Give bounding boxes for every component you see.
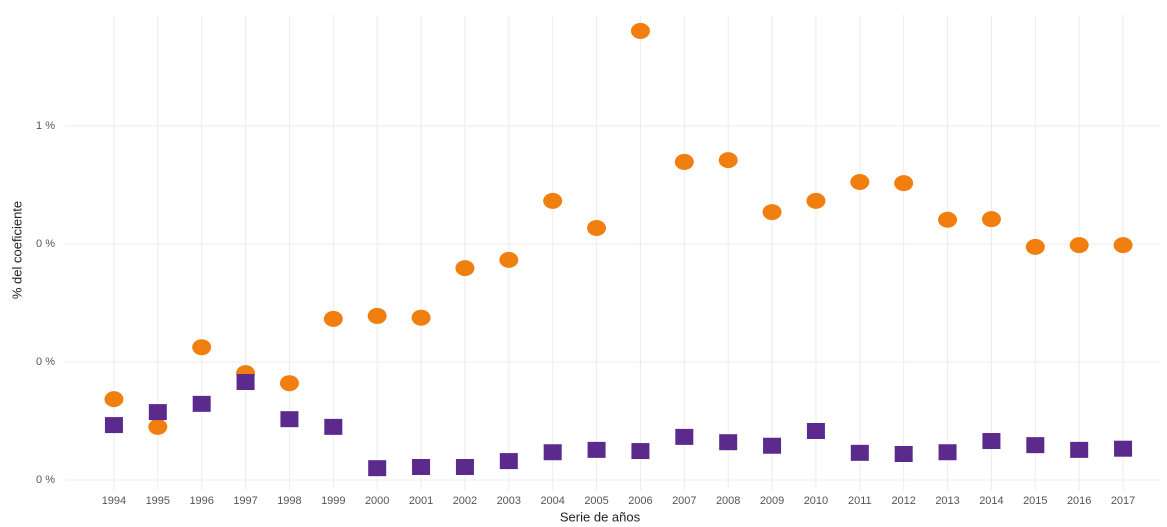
circle-marker bbox=[455, 260, 475, 277]
x-tick-label: 2013 bbox=[935, 495, 959, 507]
x-tick-label: 2017 bbox=[1111, 495, 1135, 507]
square-marker bbox=[192, 395, 211, 412]
circle-marker bbox=[674, 153, 694, 170]
square-marker bbox=[850, 444, 869, 461]
square-marker bbox=[236, 374, 255, 391]
x-tick-label: 2002 bbox=[453, 495, 477, 507]
square-marker bbox=[982, 433, 1001, 450]
square-marker bbox=[1114, 440, 1133, 457]
square-marker bbox=[104, 417, 123, 434]
square-marker bbox=[938, 444, 957, 461]
circle-marker bbox=[630, 22, 650, 39]
square-marker bbox=[455, 458, 474, 475]
circle-marker bbox=[192, 339, 212, 356]
square-marker bbox=[368, 460, 387, 477]
square-marker bbox=[587, 441, 606, 458]
x-tick-label: 1997 bbox=[233, 495, 257, 507]
x-tick-label: 2004 bbox=[540, 495, 564, 507]
x-tick-label: 2008 bbox=[716, 495, 740, 507]
circle-marker bbox=[894, 175, 914, 192]
circle-marker bbox=[1025, 238, 1045, 255]
circle-marker bbox=[148, 418, 168, 435]
x-tick-label: 2011 bbox=[848, 495, 872, 507]
circle-marker bbox=[981, 211, 1001, 228]
x-tick-label: 1996 bbox=[189, 495, 213, 507]
circle-marker bbox=[1113, 237, 1133, 254]
x-tick-label: 2012 bbox=[891, 495, 915, 507]
circle-marker bbox=[762, 204, 782, 221]
x-tick-label: 2016 bbox=[1067, 495, 1091, 507]
circle-marker bbox=[938, 211, 958, 228]
x-tick-label: 2007 bbox=[672, 495, 696, 507]
x-tick-label: 1995 bbox=[146, 495, 170, 507]
circle-marker bbox=[104, 391, 124, 408]
square-marker bbox=[324, 418, 343, 435]
x-tick-label: 1999 bbox=[321, 495, 345, 507]
circle-marker bbox=[1069, 237, 1089, 254]
x-tick-label: 2000 bbox=[365, 495, 389, 507]
y-tick-label: 0 % bbox=[36, 356, 55, 368]
x-tick-label: 2010 bbox=[804, 495, 828, 507]
circle-marker bbox=[279, 375, 299, 392]
x-tick-label: 1994 bbox=[102, 495, 126, 507]
square-marker bbox=[763, 437, 782, 454]
x-tick-label: 1998 bbox=[277, 495, 301, 507]
x-axis-label: Serie de años bbox=[560, 509, 641, 524]
square-marker bbox=[894, 446, 913, 463]
x-tick-label: 2001 bbox=[409, 495, 433, 507]
circle-marker bbox=[499, 251, 519, 268]
x-tick-label: 2003 bbox=[497, 495, 521, 507]
square-marker bbox=[1070, 441, 1089, 458]
circle-marker bbox=[587, 220, 607, 237]
square-marker bbox=[631, 443, 650, 460]
x-tick-label: 2005 bbox=[584, 495, 608, 507]
square-marker bbox=[543, 444, 562, 461]
square-marker bbox=[280, 411, 299, 428]
circle-marker bbox=[411, 309, 431, 326]
circle-marker bbox=[806, 192, 826, 209]
x-tick-label: 2015 bbox=[1023, 495, 1047, 507]
circle-marker bbox=[323, 310, 343, 327]
square-marker bbox=[806, 422, 825, 439]
x-tick-label: 2009 bbox=[760, 495, 784, 507]
x-tick-label: 2006 bbox=[628, 495, 652, 507]
square-marker bbox=[675, 428, 694, 445]
square-marker bbox=[719, 434, 738, 451]
circle-marker bbox=[367, 307, 387, 324]
square-marker bbox=[412, 458, 431, 475]
circle-marker bbox=[718, 152, 738, 169]
y-tick-label: 1 % bbox=[36, 120, 55, 132]
square-marker bbox=[1026, 437, 1045, 454]
circle-marker bbox=[543, 192, 563, 209]
y-axis-label: % del coeficiente bbox=[9, 201, 24, 299]
circle-marker bbox=[850, 173, 870, 190]
square-marker bbox=[148, 404, 167, 421]
y-tick-label: 0 % bbox=[36, 238, 55, 250]
y-tick-label: 0 % bbox=[36, 474, 55, 486]
x-tick-label: 2014 bbox=[979, 495, 1003, 507]
square-marker bbox=[499, 453, 518, 470]
